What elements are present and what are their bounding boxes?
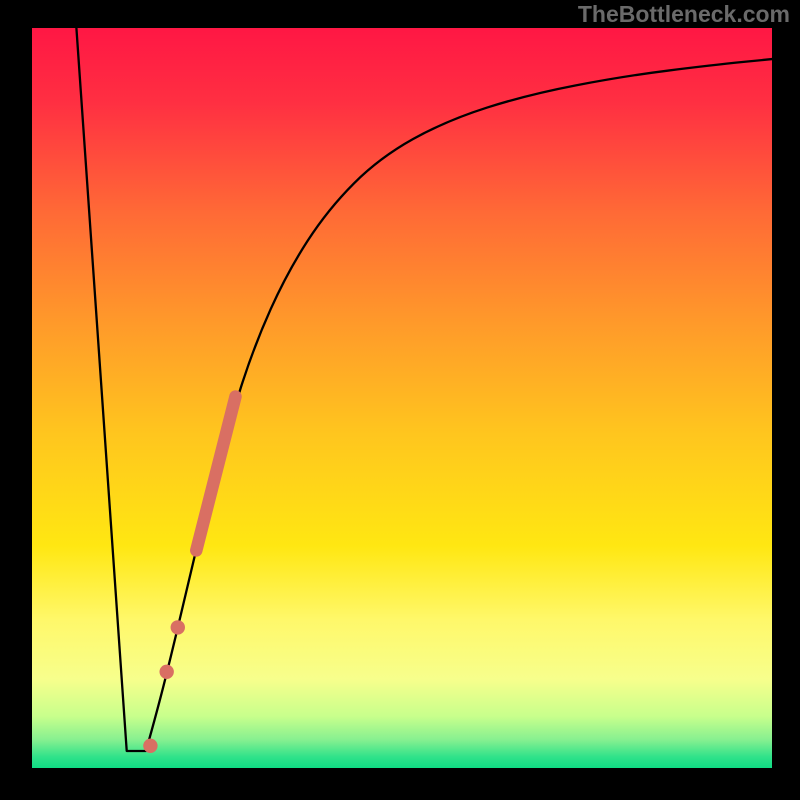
marker-dot xyxy=(171,620,185,634)
marker-dot xyxy=(143,739,157,753)
chart-stage: TheBottleneck.com xyxy=(0,0,800,800)
watermark-text: TheBottleneck.com xyxy=(578,0,790,28)
bottleneck-chart xyxy=(0,0,800,800)
plot-area xyxy=(32,28,772,768)
marker-dot xyxy=(159,665,173,679)
